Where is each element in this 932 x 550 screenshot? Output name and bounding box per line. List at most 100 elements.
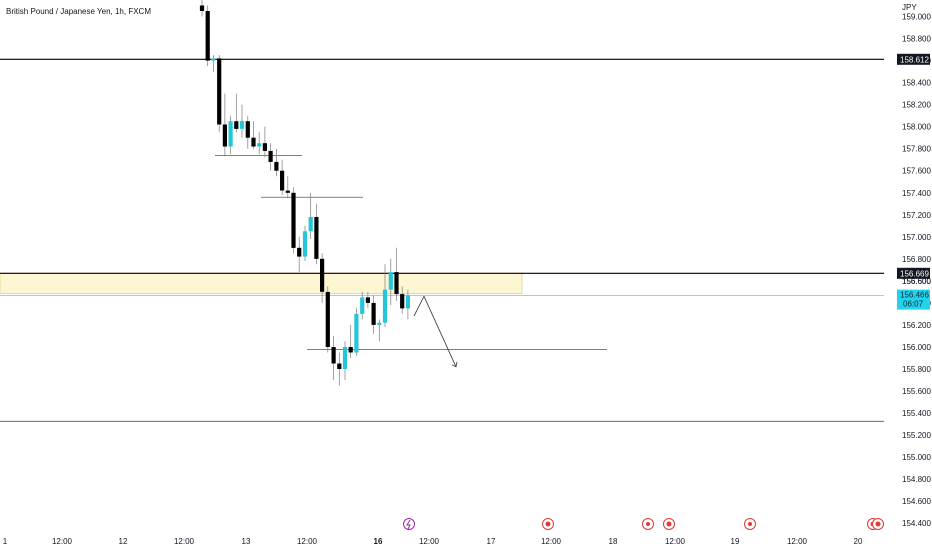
candle[interactable] bbox=[302, 225, 308, 261]
candle-body bbox=[377, 322, 382, 325]
candle[interactable] bbox=[342, 341, 348, 380]
candle-body bbox=[239, 121, 245, 129]
candle-body bbox=[234, 121, 239, 129]
candle-body bbox=[251, 137, 256, 147]
candle-body bbox=[388, 272, 393, 290]
news-event-icon[interactable] bbox=[642, 518, 654, 530]
news-event-icon[interactable] bbox=[663, 518, 675, 530]
time-tick-label: 19 bbox=[731, 537, 740, 546]
svg-text:158.612: 158.612 bbox=[900, 55, 929, 64]
candle[interactable] bbox=[297, 236, 302, 273]
plot-area[interactable] bbox=[0, 0, 884, 532]
candle-body bbox=[302, 231, 308, 257]
price-tick-label: 158.400 bbox=[902, 79, 931, 88]
candle-body bbox=[257, 143, 262, 147]
candle[interactable] bbox=[382, 264, 388, 328]
candle[interactable] bbox=[211, 55, 216, 72]
price-tick-label: 157.200 bbox=[902, 211, 931, 220]
candle-body bbox=[268, 150, 273, 162]
candle[interactable] bbox=[199, 0, 205, 17]
news-event-icon[interactable] bbox=[542, 518, 554, 530]
candle-body bbox=[314, 217, 319, 259]
price-tick-label: 159.000 bbox=[902, 13, 931, 22]
time-tick-label: 12:00 bbox=[174, 537, 195, 546]
candle[interactable] bbox=[222, 93, 227, 157]
candle[interactable] bbox=[325, 286, 330, 353]
candle[interactable] bbox=[331, 335, 336, 380]
candle-body bbox=[325, 291, 330, 347]
candle[interactable] bbox=[251, 121, 256, 149]
price-tick-label: 155.800 bbox=[902, 365, 931, 374]
candle[interactable] bbox=[234, 93, 239, 133]
candle[interactable] bbox=[394, 247, 399, 301]
candle[interactable] bbox=[314, 203, 319, 265]
time-tick-label: 18 bbox=[609, 537, 618, 546]
candle-body bbox=[360, 297, 365, 314]
svg-text:156.466: 156.466 bbox=[900, 291, 929, 300]
candles-group bbox=[199, 0, 410, 386]
price-tag-under-mid: 156.600 bbox=[902, 277, 931, 286]
candle-body bbox=[274, 161, 279, 171]
price-tick-label: 157.000 bbox=[902, 233, 931, 242]
candle[interactable] bbox=[205, 5, 210, 67]
candle[interactable] bbox=[377, 319, 382, 342]
time-tick-label: 12:00 bbox=[52, 537, 73, 546]
price-tick-label: 155.200 bbox=[902, 431, 931, 440]
time-tick-label: 1 bbox=[3, 537, 8, 546]
candle[interactable] bbox=[268, 143, 273, 171]
candle[interactable] bbox=[239, 104, 245, 138]
candle[interactable] bbox=[348, 324, 353, 358]
time-tick-label: 12:00 bbox=[297, 537, 318, 546]
candle-body bbox=[342, 347, 348, 369]
candle[interactable] bbox=[360, 291, 365, 320]
candle[interactable] bbox=[405, 289, 410, 320]
candle[interactable] bbox=[262, 126, 267, 158]
price-tick-label: 154.400 bbox=[902, 519, 931, 528]
chart-title: British Pound / Japanese Yen, 1h, FXCM bbox=[6, 7, 151, 16]
price-axis[interactable] bbox=[884, 0, 932, 532]
candle[interactable] bbox=[217, 55, 222, 133]
candle-body bbox=[245, 121, 250, 138]
candle[interactable] bbox=[291, 187, 296, 254]
lightning-icon[interactable] bbox=[403, 518, 415, 530]
event-markers bbox=[403, 518, 884, 530]
candle-body bbox=[308, 217, 313, 232]
time-tick-label: 20 bbox=[854, 537, 863, 546]
svg-text:06:07: 06:07 bbox=[903, 300, 924, 309]
price-tick-label: 157.600 bbox=[902, 167, 931, 176]
supply-zone-rectangle[interactable] bbox=[0, 272, 523, 294]
candle[interactable] bbox=[400, 286, 405, 314]
projection-arrow-head bbox=[451, 361, 458, 368]
candle[interactable] bbox=[308, 192, 313, 239]
time-axis[interactable] bbox=[0, 532, 932, 550]
candle[interactable] bbox=[371, 295, 376, 334]
projection-path[interactable] bbox=[413, 295, 457, 367]
candle[interactable] bbox=[285, 176, 290, 199]
price-tick-label: 156.200 bbox=[902, 321, 931, 330]
candle[interactable] bbox=[388, 258, 393, 306]
news-event-icon[interactable] bbox=[744, 518, 756, 530]
price-tick-label: 154.600 bbox=[902, 497, 931, 506]
candle[interactable] bbox=[257, 132, 262, 155]
time-tick-label: 12 bbox=[119, 537, 128, 546]
candle[interactable] bbox=[280, 159, 285, 195]
candle-body bbox=[211, 58, 216, 61]
time-tick-label: 13 bbox=[242, 537, 251, 546]
time-tick-label: 12:00 bbox=[665, 537, 686, 546]
candle[interactable] bbox=[337, 352, 342, 386]
candle[interactable] bbox=[274, 148, 279, 177]
candle-body bbox=[348, 347, 353, 353]
news-event-icon[interactable] bbox=[872, 518, 884, 530]
price-tick-label: 158.800 bbox=[902, 35, 931, 44]
price-tick-label: 158.200 bbox=[902, 101, 931, 110]
candle[interactable] bbox=[354, 308, 359, 356]
candle[interactable] bbox=[365, 291, 370, 309]
candle[interactable] bbox=[245, 115, 250, 149]
candle-body bbox=[371, 302, 376, 325]
price-tick-label: 156.600 bbox=[902, 277, 931, 286]
candle[interactable] bbox=[228, 115, 233, 155]
price-tick-label: 155.400 bbox=[902, 409, 931, 418]
candle[interactable] bbox=[320, 253, 325, 303]
price-tick-label: 155.000 bbox=[902, 453, 931, 462]
